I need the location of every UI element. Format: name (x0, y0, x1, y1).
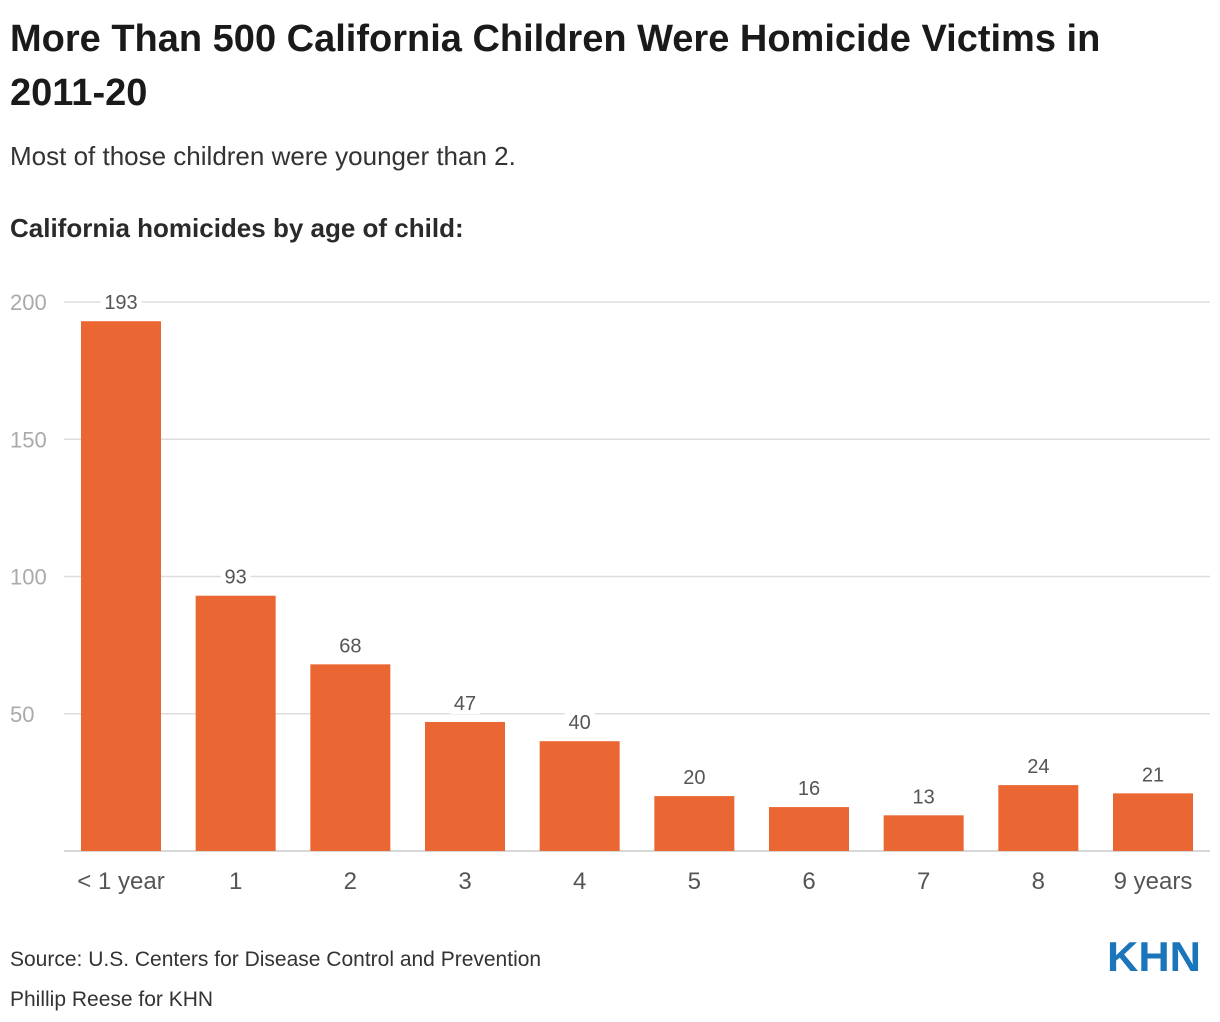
value-label: 21 (1142, 764, 1164, 786)
bar-3 (310, 664, 391, 851)
x-tick-label: 6 (802, 868, 815, 895)
bar-1 (81, 321, 161, 852)
chart-title: More Than 500 California Children Were H… (10, 18, 1101, 114)
y-tick-label: 200 (10, 290, 47, 315)
source-note: Source: U.S. Centers for Disease Control… (10, 948, 542, 971)
x-tick-label: 8 (1032, 868, 1045, 895)
chart-heading: California homicides by age of child: (10, 213, 464, 243)
x-tick-label: 9 years (1114, 868, 1193, 895)
y-tick-label: 50 (10, 702, 34, 727)
value-label-bg (335, 632, 366, 657)
value-label: 13 (913, 786, 935, 808)
value-label-bg (564, 709, 595, 734)
value-label: 24 (1027, 756, 1049, 778)
bar-5 (539, 741, 620, 851)
bar-10 (1113, 793, 1193, 851)
value-label: 68 (339, 635, 361, 657)
credit-note: Phillip Reese for KHN (10, 988, 214, 1011)
x-tick-label: 1 (229, 868, 242, 895)
bar-9 (998, 785, 1079, 851)
value-label: 40 (569, 712, 591, 734)
bars-layer (81, 321, 1193, 852)
x-tick-label: 7 (917, 868, 930, 895)
chart-subtitle: Most of those children were younger than… (10, 141, 516, 171)
x-tick-label: 2 (344, 868, 357, 895)
value-label-bg (679, 764, 710, 789)
y-tick-label: 150 (10, 427, 47, 452)
value-label-bg (908, 783, 939, 808)
x-tick-label: 5 (688, 868, 701, 895)
value-label: 193 (104, 292, 137, 314)
value-label-bg (794, 775, 824, 800)
bar-6 (654, 796, 735, 851)
value-label-bg (450, 689, 480, 714)
x-tick-label: 3 (458, 868, 471, 895)
y-tick-label: 100 (10, 565, 47, 590)
value-label-bg (1138, 761, 1168, 786)
value-label-bg (1023, 753, 1054, 778)
value-label: 47 (454, 693, 476, 715)
value-label-bg (220, 563, 251, 588)
value-label: 16 (798, 778, 820, 800)
logo-text: KHN (1107, 936, 1201, 976)
khn-logo: KHN (1107, 936, 1201, 976)
x-tick-label: 4 (573, 868, 586, 895)
value-label: 93 (225, 567, 247, 589)
bar-7 (769, 807, 849, 851)
value-label-bg (100, 289, 142, 314)
x-tick-label: < 1 year (77, 868, 164, 895)
bar-8 (883, 815, 964, 851)
bar-4 (425, 721, 505, 851)
bar-2 (195, 595, 276, 851)
value-label: 20 (683, 767, 705, 789)
